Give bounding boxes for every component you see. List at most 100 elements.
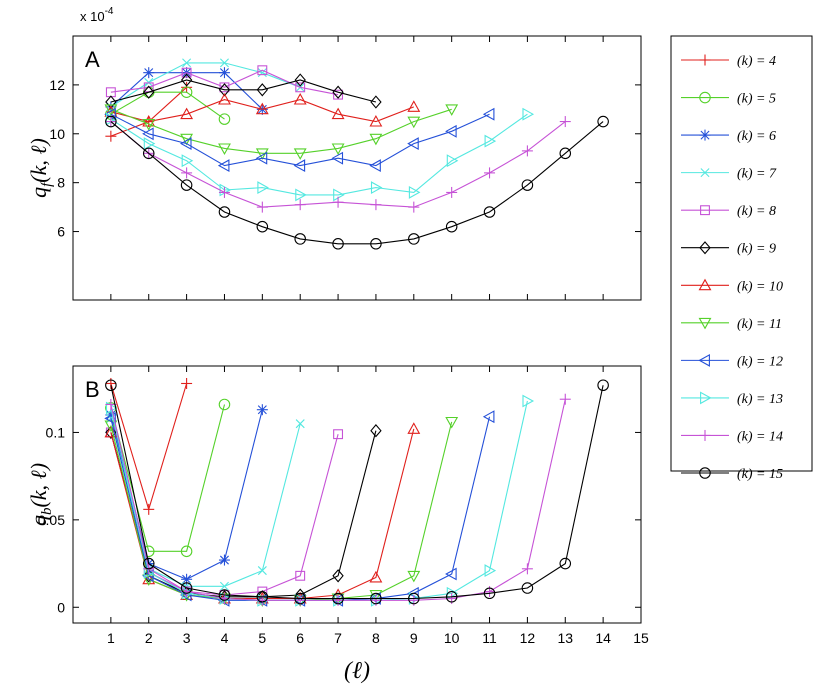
data-point-k15-l2 bbox=[142, 147, 155, 160]
data-point-k14-l10 bbox=[446, 186, 458, 198]
legend-entry-k6: (k) = 6 bbox=[681, 129, 776, 144]
panel-a-frame bbox=[72, 35, 642, 301]
y-label-args: (k, ℓ) bbox=[26, 138, 51, 183]
legend-entry-k14: (k) = 14 bbox=[681, 429, 783, 444]
data-point-k11-l4 bbox=[218, 143, 231, 156]
panel-b-x-tick-label: 4 bbox=[221, 630, 229, 646]
legend-entry-k9: (k) = 9 bbox=[681, 241, 776, 257]
legend: (k) = 4 (k) = 5 (k) = 6 (k) = 7 (k) = 8 (k) =… bbox=[670, 35, 813, 482]
data-point-k11-l9 bbox=[407, 116, 421, 129]
data-point-k13-l10 bbox=[446, 154, 459, 168]
data-point-k15-l10 bbox=[445, 220, 458, 233]
panel-a-y-tick-label: 12 bbox=[49, 77, 65, 93]
legend-marker-k14 bbox=[699, 429, 711, 441]
data-point-k13-l9 bbox=[408, 185, 421, 199]
panel-b-x-tick-label: 6 bbox=[296, 630, 304, 646]
data-point-k12-l11 bbox=[482, 410, 495, 424]
data-point-k10-l7 bbox=[331, 107, 345, 120]
data-point-k13-l12 bbox=[522, 394, 535, 408]
data-point-k15-l4 bbox=[218, 589, 231, 601]
data-point-k14-l6 bbox=[294, 199, 306, 211]
data-point-k10-l6 bbox=[293, 92, 307, 105]
data-point-k15-l6 bbox=[294, 592, 306, 605]
panel-b-frame bbox=[72, 365, 642, 624]
data-point-k12-l7 bbox=[331, 151, 344, 165]
data-point-k8-l7 bbox=[333, 429, 344, 440]
legend-marker-k4 bbox=[699, 54, 711, 66]
legend-label-k7: (k) = 7 bbox=[737, 167, 777, 182]
data-point-k9-l5 bbox=[256, 83, 269, 97]
data-point-k15-l9 bbox=[408, 592, 420, 605]
series-line-k15 bbox=[110, 121, 604, 245]
data-point-k14-l4 bbox=[218, 186, 230, 198]
data-point-k6-l4 bbox=[218, 67, 230, 79]
legend-entry-k13: (k) = 13 bbox=[681, 391, 783, 407]
panel-b-x-axis-label: (ℓ) bbox=[344, 658, 370, 684]
data-point-k9-l6 bbox=[294, 73, 306, 87]
data-point-k15-l5 bbox=[256, 220, 269, 233]
data-point-k11-l10 bbox=[445, 416, 459, 429]
data-point-k14-l12 bbox=[521, 563, 533, 575]
y-label-main: q bbox=[26, 187, 51, 198]
data-point-k14-l9 bbox=[408, 201, 420, 213]
legend-marker-k15 bbox=[699, 467, 711, 479]
panel-a-y-tick-label: 10 bbox=[49, 126, 65, 142]
panel-b-y-tick-label: 0.1 bbox=[46, 424, 66, 440]
panel-b-x-tick-label: 10 bbox=[444, 630, 460, 646]
data-point-k15-l3 bbox=[180, 179, 193, 191]
exponent-base: x 10 bbox=[80, 9, 105, 24]
data-point-k12-l8 bbox=[369, 159, 381, 173]
data-point-k5-l3 bbox=[180, 545, 193, 558]
data-point-k12-l10 bbox=[445, 567, 457, 581]
data-point-k12-l6 bbox=[293, 159, 306, 173]
data-point-k15-l12 bbox=[521, 179, 534, 191]
y-label-subscript: f bbox=[39, 181, 55, 187]
y-label-subscript: b bbox=[39, 507, 55, 515]
data-point-k14-l3 bbox=[181, 167, 193, 179]
data-point-k15-l14 bbox=[597, 115, 609, 128]
data-point-k13-l11 bbox=[484, 134, 497, 148]
data-point-k12-l10 bbox=[445, 124, 457, 138]
legend-label-k5: (k) = 5 bbox=[737, 92, 776, 107]
data-point-k15-l2 bbox=[142, 557, 155, 570]
data-point-k7-l4 bbox=[219, 58, 229, 68]
panel-b-x-tick-label: 5 bbox=[258, 630, 266, 646]
data-point-k15-l10 bbox=[445, 591, 458, 603]
legend-entry-k8: (k) = 8 bbox=[681, 204, 776, 219]
legend-entry-k10: (k) = 10 bbox=[681, 278, 783, 294]
legend-entry-k7: (k) = 7 bbox=[681, 167, 777, 182]
data-point-k14-l11 bbox=[484, 167, 496, 179]
data-point-k6-l2 bbox=[143, 67, 155, 79]
data-point-k7-l6 bbox=[295, 419, 305, 429]
data-point-k11-l8 bbox=[369, 133, 383, 146]
data-point-k9-l2 bbox=[143, 85, 155, 99]
series-line-k10 bbox=[110, 99, 414, 123]
legend-label-k15: (k) = 15 bbox=[737, 467, 783, 482]
legend-marker-k10 bbox=[698, 278, 712, 291]
series-line-k7 bbox=[110, 62, 301, 108]
data-point-k13-l2 bbox=[143, 137, 156, 151]
panel-b-x-tick-label: 14 bbox=[595, 630, 611, 646]
data-point-k14-l7 bbox=[332, 196, 344, 208]
data-point-k15-l8 bbox=[370, 592, 382, 605]
data-point-k9-l4 bbox=[218, 83, 231, 97]
legend-label-k4: (k) = 4 bbox=[737, 54, 776, 69]
data-point-k5-l4 bbox=[218, 113, 231, 125]
data-point-k4-l1 bbox=[105, 130, 117, 142]
data-point-k11-l10 bbox=[445, 104, 459, 116]
data-point-k12-l5 bbox=[255, 151, 268, 165]
data-point-k15-l6 bbox=[294, 233, 306, 245]
panel-a-plot-area bbox=[73, 36, 641, 300]
data-point-k10-l2 bbox=[142, 114, 156, 127]
data-point-k12-l3 bbox=[179, 137, 192, 151]
panel-b-x-tick-label: 15 bbox=[633, 630, 649, 646]
panel-a-series-k10 bbox=[104, 92, 421, 127]
data-point-k15-l13 bbox=[559, 147, 572, 160]
panel-a-series-k9 bbox=[105, 73, 382, 109]
series-line-k9 bbox=[110, 79, 377, 103]
data-point-k6-l3 bbox=[181, 573, 193, 585]
data-point-k14-l1 bbox=[105, 116, 117, 128]
